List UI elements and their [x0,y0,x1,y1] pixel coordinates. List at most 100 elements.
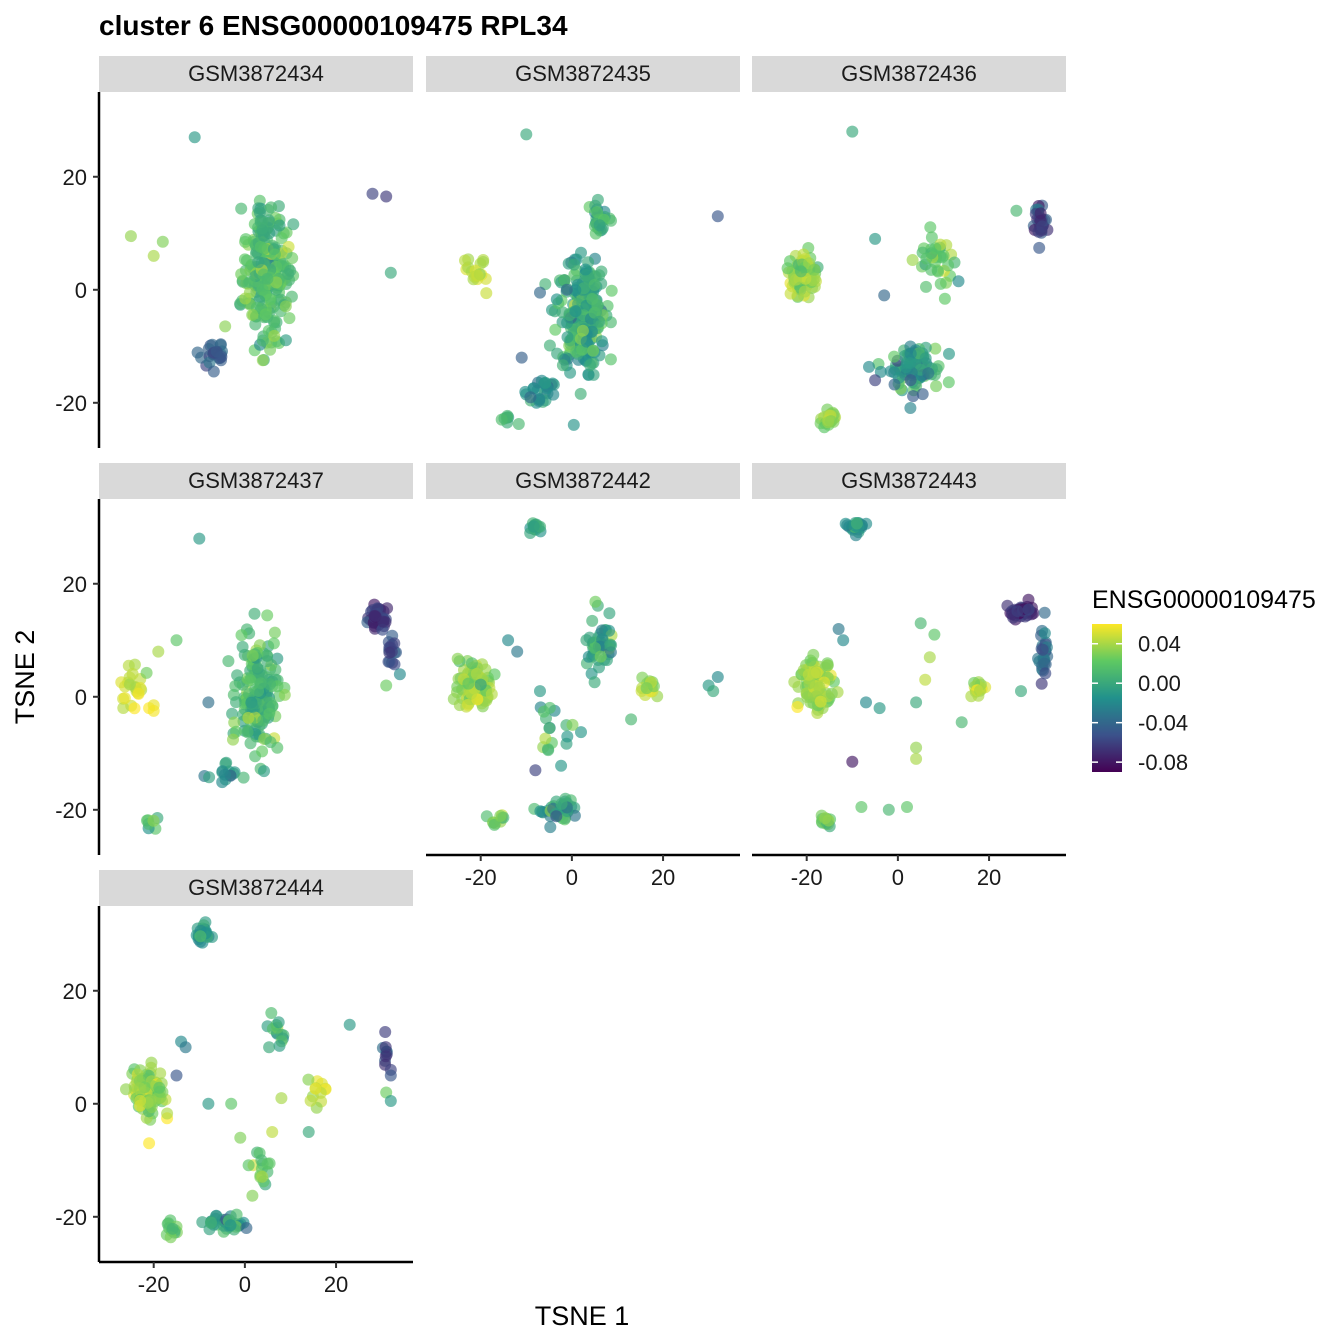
data-point [952,275,965,288]
data-point [273,219,286,232]
data-point [488,818,501,831]
data-point [924,221,937,234]
data-point [539,732,552,745]
data-point [802,668,815,681]
data-point [640,682,653,695]
data-point [256,354,269,367]
data-point [910,752,923,765]
data-point [254,240,267,253]
data-point [711,671,724,683]
facet-strip-label: GSM3872442 [515,468,651,493]
data-point [480,287,493,300]
data-point [495,413,508,426]
data-point [242,1159,255,1172]
data-point [888,378,901,391]
data-point [279,300,292,313]
data-point [603,607,616,620]
data-point [586,325,598,338]
data-point [502,634,515,647]
data-point [520,128,533,141]
x-tick-label: -20 [791,865,823,890]
data-point [550,293,563,306]
data-point [904,357,916,370]
data-point [152,645,165,658]
data-point [265,201,278,214]
data-point [803,677,816,690]
data-point [246,649,259,662]
data-point [272,1016,285,1029]
data-point [595,265,608,278]
data-point [153,1081,166,1094]
data-point [268,329,281,342]
data-point [529,764,542,777]
data-point [1038,606,1051,619]
data-point [227,733,239,746]
data-point [846,755,859,768]
y-tick-label: -20 [55,798,87,823]
data-point [550,810,563,823]
data-point [249,318,262,331]
facet-panel-GSM3872436: GSM3872436 [752,56,1066,434]
x-axis-title: TSNE 1 [535,1301,630,1331]
data-point [795,265,807,278]
data-point [283,312,296,325]
data-point [593,315,606,328]
data-point [533,393,546,406]
x-tick-label: 0 [239,1272,251,1297]
data-point [1033,241,1046,254]
x-tick-label: 0 [892,865,904,890]
data-point [955,716,968,729]
data-point [161,1107,174,1120]
plot-area: -20 0 20 [752,517,1066,890]
data-point [240,1222,253,1234]
data-point [147,704,160,717]
plot-area: -20 0 20 [55,92,397,448]
data-point [878,289,891,302]
data-point [524,391,537,404]
colorbar-legend: ENSG00000109475 0.04 0.00 -0.04 -0.08 [1092,586,1316,775]
data-point [140,666,153,679]
facet-strip-label: GSM3872444 [188,875,324,900]
data-point [711,210,724,223]
data-point [471,269,484,282]
data-point [134,1094,147,1107]
data-point [170,1069,183,1082]
data-point [882,803,895,816]
data-point [586,614,599,627]
data-point [235,268,248,281]
data-point [930,380,943,393]
data-point [534,805,547,818]
data-point [286,252,299,264]
data-point [462,698,474,711]
data-point [252,256,265,269]
data-point [512,418,525,430]
data-point [593,661,605,674]
data-point [863,360,875,373]
facet-panel-GSM3872442: GSM3872442 -20 0 20 [426,463,740,890]
data-point [1038,627,1051,640]
data-point [539,376,552,389]
data-point [589,595,602,608]
data-point [275,1092,288,1105]
data-point [888,350,901,363]
data-point [907,390,920,403]
data-point [485,688,498,701]
data-point [788,676,801,688]
y-tick-label: 0 [75,278,87,303]
data-point [869,232,882,245]
facet-strip [426,463,740,499]
data-point [922,367,935,380]
data-point [589,642,601,654]
data-point [904,347,917,360]
data-point [117,702,130,714]
data-point [210,345,223,358]
y-tick-label: -20 [55,1205,87,1230]
data-point [603,624,616,637]
data-point [235,629,248,642]
data-point [837,634,850,647]
data-point [625,713,638,726]
colorbar-tick-label: 0.04 [1138,632,1181,657]
data-point [942,259,955,272]
data-point [118,692,131,705]
data-point [1010,204,1023,217]
